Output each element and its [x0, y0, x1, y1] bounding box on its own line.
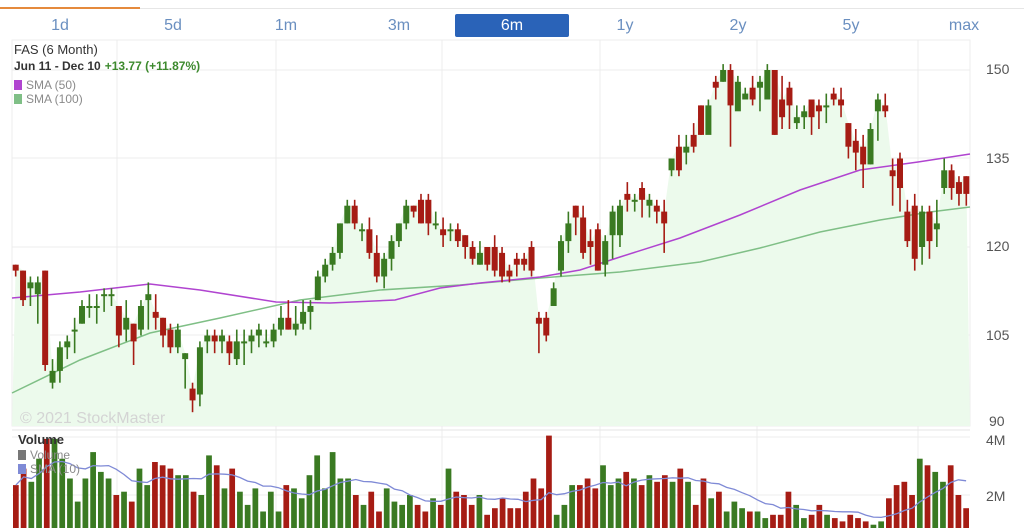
tab-2y[interactable]: 2y: [729, 17, 747, 34]
legend-volume[interactable]: Volume: [18, 448, 80, 462]
y-tick-90: 90: [989, 413, 1005, 429]
tab-5y[interactable]: 5y: [842, 17, 860, 34]
vol-tick-4m: 4M: [986, 432, 1006, 448]
tab-1y[interactable]: 1y: [616, 17, 634, 34]
y-tick-135: 135: [986, 150, 1010, 166]
vol-tick-2m: 2M: [986, 488, 1006, 504]
y-tick-150: 150: [986, 61, 1010, 77]
tab-5d[interactable]: 5d: [164, 17, 182, 34]
vol-sma10-swatch-icon: [18, 464, 26, 474]
chart-title: FAS (6 Month): [14, 42, 98, 57]
legend-sma50[interactable]: SMA (50): [14, 78, 200, 92]
y-tick-120: 120: [986, 238, 1010, 254]
tab-1m[interactable]: 1m: [274, 17, 298, 34]
volume-swatch-icon: [18, 450, 26, 460]
top-divider: [0, 8, 1024, 9]
volume-legend: Volume Volume SMA (10): [18, 432, 80, 476]
tab-6m[interactable]: 6m: [455, 14, 569, 37]
sma50-label: SMA (50): [26, 78, 77, 92]
tab-1d[interactable]: 1d: [51, 17, 69, 34]
price-change: +13.77 (+11.87%): [104, 59, 201, 73]
watermark: © 2021 StockMaster: [20, 410, 166, 427]
price-legend: FAS (6 Month) Jun 11 - Dec 10 +13.77 (+11…: [14, 42, 200, 106]
range-tabs: 1d 5d 1m 3m 6m 1y 2y 5y max: [0, 14, 1024, 38]
volume-title: Volume: [18, 432, 64, 447]
sma100-swatch-icon: [14, 94, 22, 104]
y-tick-105: 105: [986, 327, 1010, 343]
tab-max[interactable]: max: [948, 17, 980, 34]
date-range: Jun 11 - Dec 10 +13.77 (+11.87%): [14, 58, 200, 74]
legend-sma100[interactable]: SMA (100): [14, 92, 200, 106]
loading-progress-bar: [0, 7, 140, 9]
volume-label: Volume: [30, 448, 71, 462]
vol-sma10-label: SMA (10): [30, 462, 81, 476]
sma100-label: SMA (100): [26, 92, 83, 106]
tab-3m[interactable]: 3m: [387, 17, 411, 34]
legend-vol-sma10[interactable]: SMA (10): [18, 462, 80, 476]
date-range-text: Jun 11 - Dec 10: [14, 59, 101, 73]
sma50-swatch-icon: [14, 80, 22, 90]
